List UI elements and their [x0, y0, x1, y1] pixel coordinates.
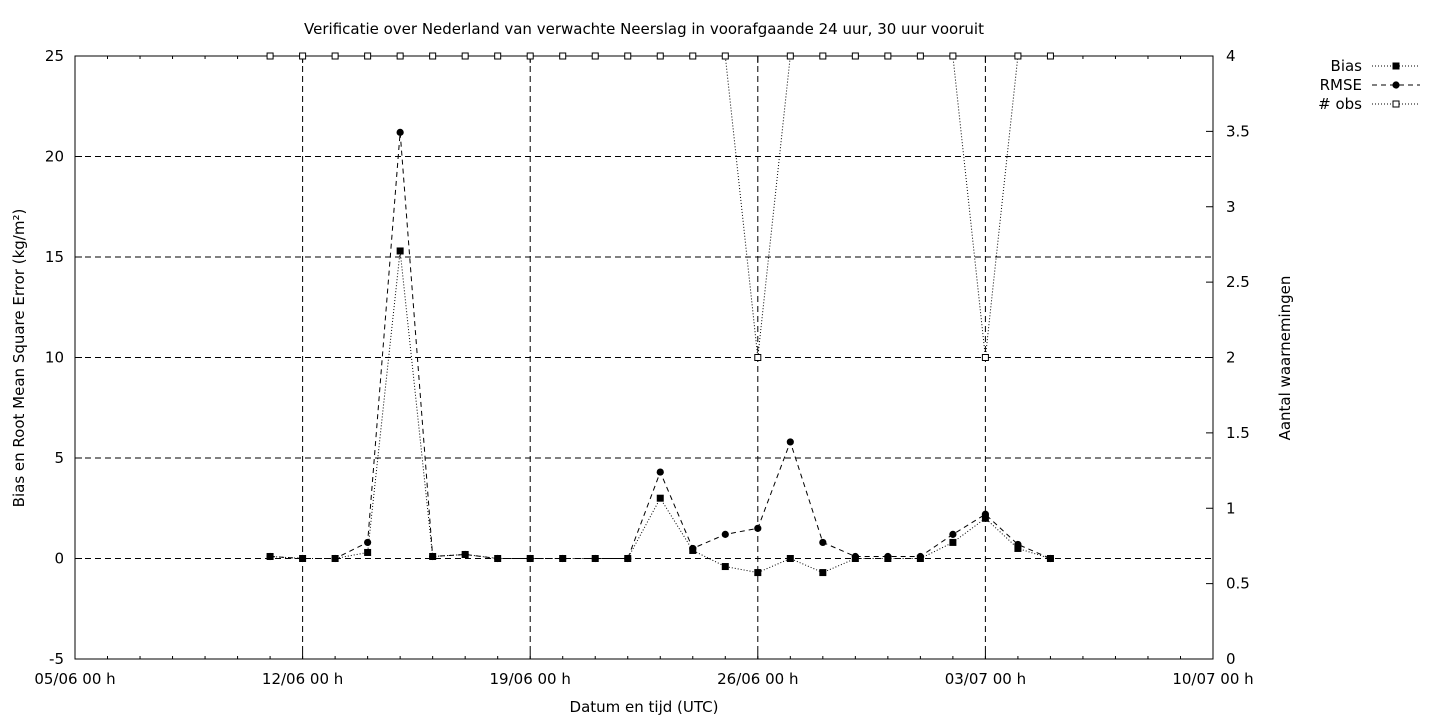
rmse-point — [526, 554, 534, 563]
obs-point — [819, 52, 827, 60]
rmse-point — [591, 554, 599, 563]
rmse-point — [396, 128, 404, 136]
x-tick-label: 19/06 00 h — [490, 670, 571, 688]
rmse-point — [624, 554, 632, 563]
rmse-point — [656, 468, 664, 476]
x-axis-label: Datum en tijd (UTC) — [570, 698, 719, 716]
obs-point — [1014, 52, 1022, 60]
y-tick-label: 5 — [54, 449, 64, 467]
obs-point — [754, 354, 762, 361]
obs-point — [689, 52, 697, 60]
rmse-point — [299, 554, 307, 563]
obs-point — [916, 52, 924, 60]
y-tick-label: 25 — [45, 47, 64, 65]
rmse-point — [721, 530, 729, 538]
obs-point — [656, 52, 664, 60]
obs-point — [299, 52, 307, 60]
legend-label-bias: Bias — [1331, 57, 1363, 75]
obs-point — [851, 52, 859, 60]
bias-point — [819, 569, 827, 577]
obs-point — [591, 52, 599, 60]
obs-point — [331, 52, 339, 60]
rmse-point — [1014, 540, 1022, 549]
y2-tick-label: 4 — [1226, 47, 1236, 65]
rmse-point — [461, 550, 469, 559]
bias-point — [981, 514, 989, 522]
obs-point — [624, 52, 632, 60]
y2-tick-label: 2 — [1226, 349, 1236, 367]
y2-tick-label: 0 — [1226, 650, 1236, 668]
rmse-point — [884, 552, 892, 561]
rmse-point — [851, 552, 859, 561]
legend-marker-rmse — [1392, 81, 1400, 89]
y-tick-label: 15 — [45, 248, 64, 266]
rmse-point — [429, 552, 437, 561]
y2-tick-label: 2.5 — [1226, 273, 1250, 291]
legend-label-rmse: RMSE — [1320, 76, 1362, 94]
obs-point — [364, 52, 372, 60]
obs-point — [884, 52, 892, 60]
obs-point — [526, 52, 534, 60]
legend-label-obs: # obs — [1318, 95, 1362, 113]
obs-point — [396, 52, 404, 60]
y-axis-label: Bias en Root Mean Square Error (kg/m²) — [10, 209, 28, 508]
y2-tick-label: 3.5 — [1226, 122, 1250, 140]
bias-point — [656, 494, 664, 502]
rmse-point — [786, 438, 794, 446]
y-tick-label: 0 — [54, 550, 64, 568]
rmse-point — [266, 552, 274, 561]
x-tick-label: 12/06 00 h — [262, 670, 343, 688]
bias-point — [949, 538, 957, 546]
chart-title: Verificatie over Nederland van verwachte… — [304, 20, 984, 38]
rmse-point — [1046, 554, 1055, 563]
obs-point — [1046, 52, 1054, 60]
bias-point — [754, 569, 762, 577]
legend-marker-obs — [1392, 100, 1400, 108]
obs-point — [494, 52, 502, 60]
y-tick-label: 20 — [45, 148, 64, 166]
plot-frame — [74, 55, 1214, 660]
y2-tick-label: 3 — [1226, 198, 1236, 216]
y2-tick-label: 0.5 — [1226, 575, 1250, 593]
plot-area: 05/06 00 h 12/06 00 h 19/06 00 h 26/06 00 h… — [34, 47, 1253, 688]
rmse-line — [270, 132, 1051, 559]
bias-point — [396, 247, 404, 255]
y-tick-label: 10 — [45, 349, 64, 367]
obs-point — [786, 52, 794, 60]
rmse-point — [981, 510, 990, 518]
bias-point — [721, 563, 729, 571]
rmse-point — [689, 544, 697, 553]
y2-tick-label: 1.5 — [1226, 424, 1250, 442]
rmse-point — [331, 554, 339, 563]
rmse-point — [819, 538, 827, 547]
rmse-point — [949, 530, 957, 538]
obs-point — [981, 354, 989, 361]
x-tick-label: 03/07 00 h — [945, 670, 1026, 688]
rmse-point — [364, 538, 372, 547]
rmse-point — [754, 524, 762, 532]
rmse-point — [559, 554, 567, 563]
obs-point — [429, 52, 437, 60]
x-tick-label: 05/06 00 h — [34, 670, 115, 688]
bias-point — [1014, 544, 1022, 552]
rmse-point — [916, 552, 924, 561]
rmse-point — [494, 554, 502, 563]
x-tick-label: 10/07 00 h — [1172, 670, 1253, 688]
obs-line — [270, 55, 1051, 358]
x-tick-label: 26/06 00 h — [717, 670, 798, 688]
obs-point — [721, 52, 729, 60]
legend-marker-bias — [1392, 62, 1400, 70]
bias-point — [364, 548, 372, 556]
y2-axis-label: Aantal waarnemingen — [1276, 276, 1294, 441]
obs-point — [949, 52, 957, 60]
obs-point — [461, 52, 469, 60]
y-tick-label: -5 — [49, 650, 64, 668]
y2-tick-label: 1 — [1226, 499, 1236, 517]
obs-point — [266, 52, 274, 60]
bias-point — [786, 555, 794, 562]
obs-point — [559, 52, 567, 60]
